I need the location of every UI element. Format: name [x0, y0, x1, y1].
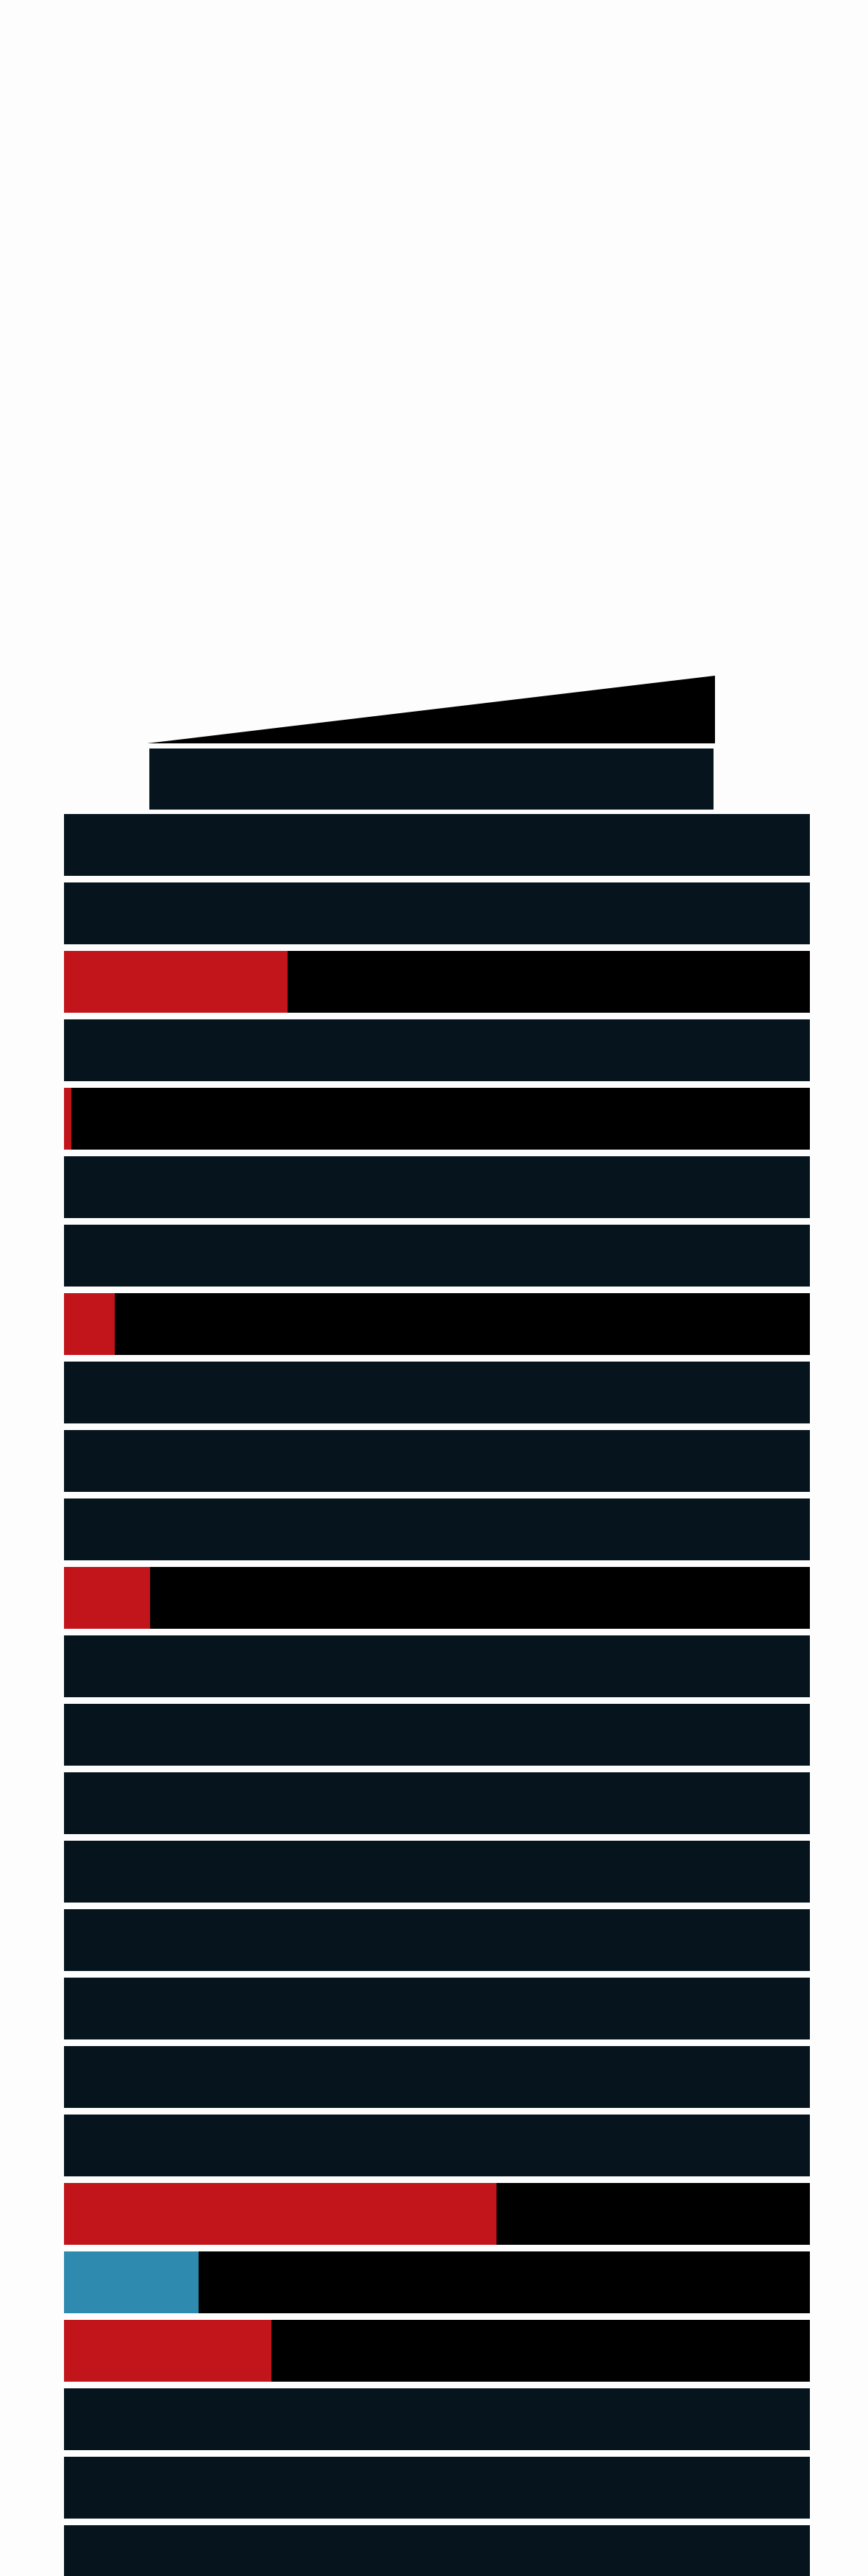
floor-11	[64, 1498, 810, 1560]
floor-15	[64, 1772, 810, 1834]
floor-10	[64, 1430, 810, 1492]
roof-wedge	[147, 676, 715, 743]
floor-18	[64, 1978, 810, 2039]
floor-fill-red	[64, 2320, 271, 2382]
floor-2	[64, 882, 810, 944]
floor-12	[64, 1567, 810, 1629]
floor-17	[64, 1909, 810, 1971]
floor-22	[64, 2251, 810, 2313]
floor-1	[64, 814, 810, 876]
tower-floors	[64, 814, 810, 2576]
tower-crown	[149, 749, 714, 810]
floor-fill-red	[64, 951, 288, 1013]
floor-21	[64, 2183, 810, 2245]
floor-7	[64, 1225, 810, 1287]
floor-25	[64, 2457, 810, 2519]
floor-fill-red	[64, 1088, 72, 1150]
floor-20	[64, 2115, 810, 2176]
floor-fill-red	[64, 1567, 150, 1629]
floor-fill-red	[64, 2183, 497, 2245]
floor-23	[64, 2320, 810, 2382]
floor-13	[64, 1635, 810, 1697]
floor-19	[64, 2046, 810, 2108]
floor-6	[64, 1156, 810, 1218]
floor-24	[64, 2388, 810, 2450]
floor-fill-red	[64, 1293, 115, 1355]
floor-5	[64, 1088, 810, 1150]
floor-4	[64, 1019, 810, 1081]
floor-3	[64, 951, 810, 1013]
floor-16	[64, 1841, 810, 1903]
floor-fill-blue	[64, 2251, 199, 2313]
floor-14	[64, 1704, 810, 1766]
floor-8	[64, 1293, 810, 1355]
floor-26	[64, 2525, 810, 2576]
floor-9	[64, 1362, 810, 1423]
